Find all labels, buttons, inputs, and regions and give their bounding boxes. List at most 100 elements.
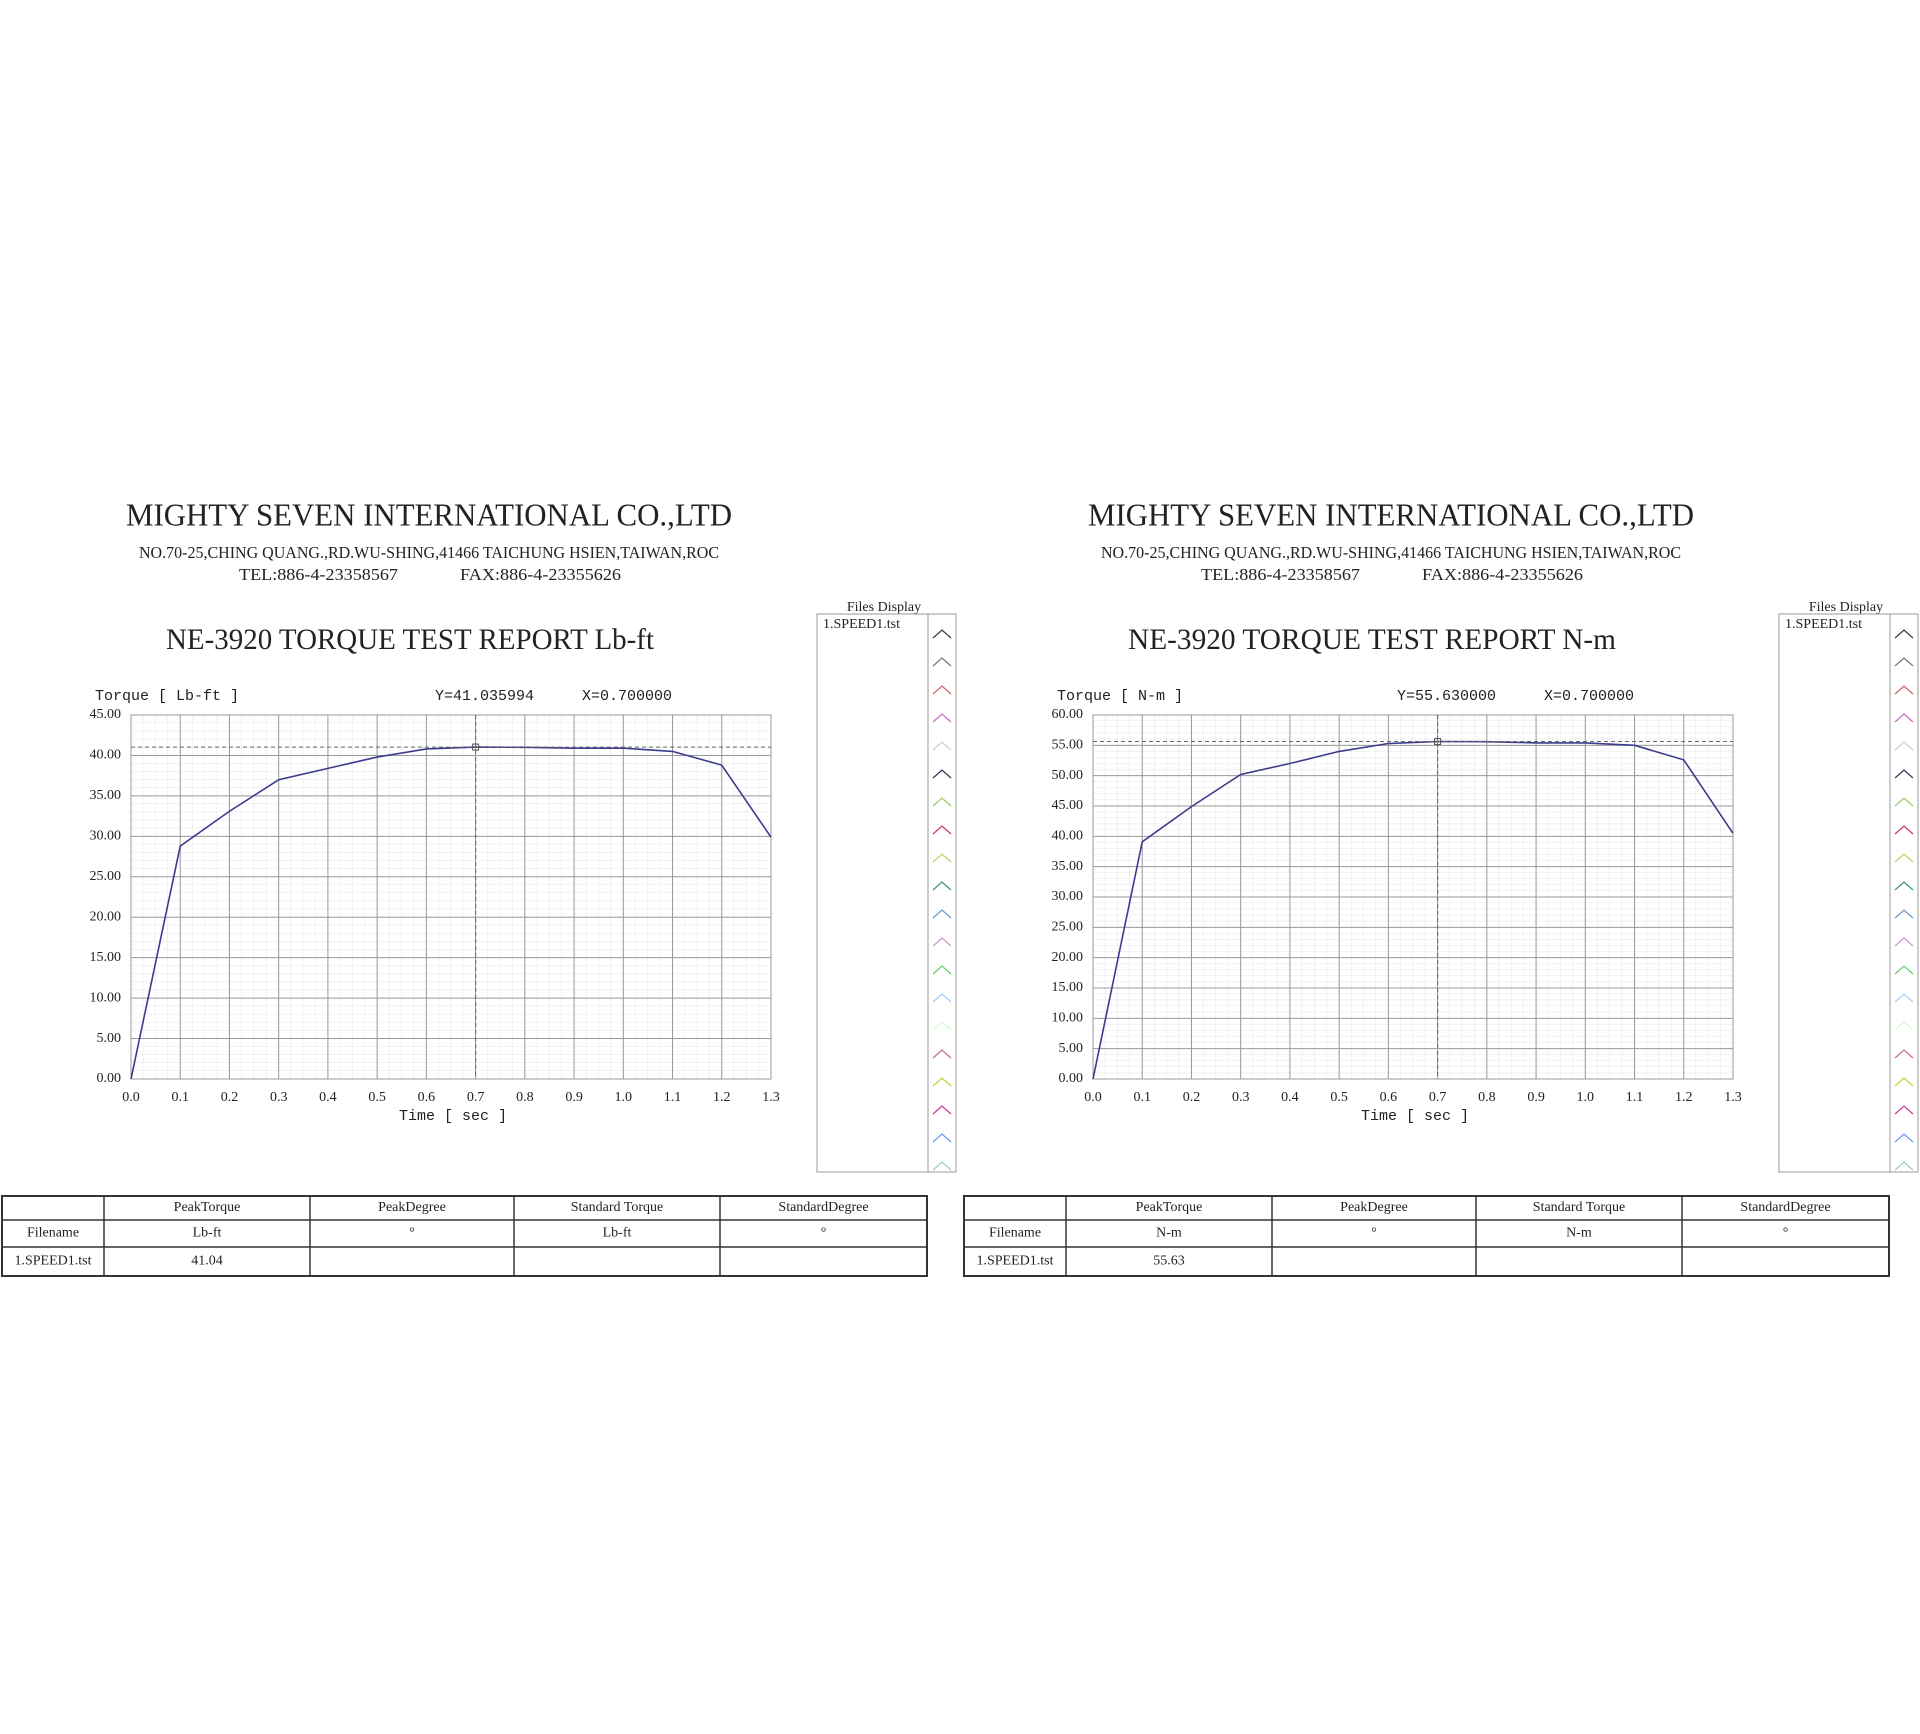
table-unit: N-m [1566,1226,1592,1241]
chart-title: NE-3920 TORQUE TEST REPORT Lb-ft [166,623,655,656]
table-cell: 55.63 [1153,1254,1185,1269]
cursor-x-readout: X=0.700000 [582,688,672,705]
torque-line [130,746,772,1080]
fax: FAX:886-4-23355626 [1422,565,1583,584]
file-color-swatch [932,853,952,863]
y-tick-label: 5.00 [97,1031,122,1046]
y-tick-label: 45.00 [90,707,122,722]
file-color-swatch [1894,1105,1914,1115]
file-name: 1.SPEED1.tst [1785,617,1862,632]
y-tick-label: 40.00 [90,748,122,763]
x-tick-label: 0.0 [122,1090,140,1105]
file-color-swatch [932,1161,952,1171]
table-unit: ° [1371,1226,1377,1241]
y-tick-label: 15.00 [1052,980,1084,995]
table-cell: 1.SPEED1.tst [976,1254,1053,1269]
cursor-y-readout: Y=55.630000 [1397,688,1496,705]
table-header: StandardDegree [1740,1200,1830,1215]
table-unit: Lb-ft [603,1226,632,1241]
file-color-swatch [932,909,952,919]
x-tick-label: 0.9 [1527,1090,1545,1105]
telephone: TEL:886-4-23358567 [1201,565,1361,584]
x-tick-label: 1.1 [664,1090,682,1105]
table-header: PeakTorque [1136,1200,1203,1215]
y-tick-label: 15.00 [90,950,122,965]
x-tick-label: 0.6 [1380,1090,1398,1105]
x-tick-label: 0.2 [1183,1090,1201,1105]
file-color-swatch [932,881,952,891]
file-color-swatch [932,1105,952,1115]
file-color-swatch [932,937,952,947]
y-tick-label: 35.00 [1052,859,1084,874]
y-tick-label: 20.00 [1052,950,1084,965]
table-frame [963,1195,1890,1277]
table-header: Standard Torque [571,1200,663,1215]
file-color-swatch [1894,1077,1914,1087]
x-tick-label: 0.7 [467,1090,485,1105]
x-tick-label: 0.5 [368,1090,386,1105]
plot-area [130,714,772,1080]
x-tick-label: 0.4 [1281,1090,1299,1105]
y-tick-label: 10.00 [1052,1011,1084,1026]
file-color-swatch [1894,685,1914,695]
x-tick-label: 0.9 [565,1090,583,1105]
file-color-swatch [1894,993,1914,1003]
x-tick-label: 0.6 [418,1090,436,1105]
table-unit: Lb-ft [193,1226,222,1241]
file-color-swatch [1894,937,1914,947]
file-color-swatch [1894,769,1914,779]
x-tick-label: 0.7 [1429,1090,1447,1105]
files-scroll-strip [1889,613,1919,1173]
table-header: Standard Torque [1533,1200,1625,1215]
table-frame [1,1195,928,1277]
file-color-swatch [932,629,952,639]
x-tick-label: 1.1 [1626,1090,1644,1105]
x-tick-label: 1.2 [1675,1090,1693,1105]
x-tick-label: 1.0 [615,1090,633,1105]
file-color-swatch [1894,713,1914,723]
x-tick-label: 0.0 [1084,1090,1102,1105]
file-color-swatch [932,825,952,835]
file-color-swatch [932,1077,952,1087]
telephone: TEL:886-4-23358567 [239,565,399,584]
file-color-swatch [932,657,952,667]
file-color-swatch [1894,853,1914,863]
y-tick-label: 30.00 [1052,889,1084,904]
file-color-swatch [932,1133,952,1143]
cursor-marker [472,743,480,751]
table-header: PeakTorque [174,1200,241,1215]
file-color-swatch [932,797,952,807]
x-tick-label: 0.4 [319,1090,337,1105]
cursor-x-readout: X=0.700000 [1544,688,1634,705]
cursor-marker [1434,738,1442,746]
y-tick-label: 45.00 [1052,798,1084,813]
file-color-swatch [932,993,952,1003]
y-tick-label: 30.00 [90,829,122,844]
y-tick-label: 20.00 [90,909,122,924]
table-unit: ° [409,1226,415,1241]
x-tick-label: 1.3 [762,1090,780,1105]
table-unit: Filename [27,1226,79,1241]
y-tick-label: 25.00 [1052,920,1084,935]
y-tick-label: 10.00 [90,990,122,1005]
table-header: PeakDegree [378,1200,446,1215]
file-color-swatch [1894,1021,1914,1031]
file-color-swatch [1894,629,1914,639]
table-header: StandardDegree [778,1200,868,1215]
y-axis-title: Torque [ Lb-ft ] [95,688,239,705]
y-tick-label: 0.00 [97,1071,122,1086]
table-header: PeakDegree [1340,1200,1408,1215]
x-tick-label: 1.2 [713,1090,731,1105]
y-tick-label: 50.00 [1052,768,1084,783]
file-color-swatch [1894,797,1914,807]
table-cell: 41.04 [191,1254,223,1269]
company-name: MIGHTY SEVEN INTERNATIONAL CO.,LTD [1088,496,1694,532]
table-unit: ° [1783,1226,1789,1241]
cursor-y-readout: Y=41.035994 [435,688,534,705]
y-tick-label: 25.00 [90,869,122,884]
file-color-swatch [932,713,952,723]
y-tick-label: 5.00 [1059,1041,1084,1056]
x-axis-title: Time [ sec ] [1361,1108,1469,1125]
y-tick-label: 35.00 [90,788,122,803]
